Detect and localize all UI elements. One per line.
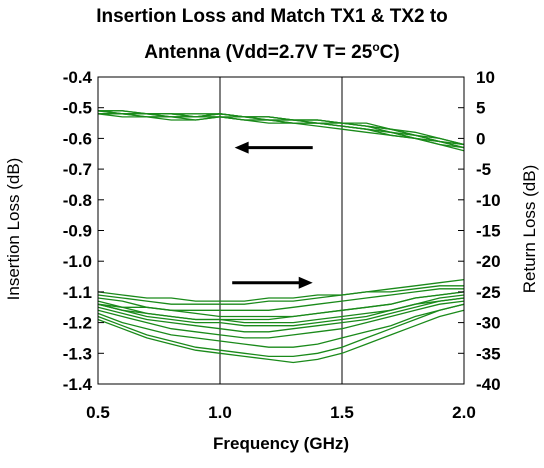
y-right-tick-label: -20 [476,252,501,271]
y-left-tick-label: -0.9 [63,222,92,241]
y-axis-right-label-text: Return Loss (dB) [520,164,539,294]
chart-title-line-2-suffix: C) [379,42,400,63]
y-right-tick-label: -10 [476,191,501,210]
tick-layer: -0.4 -0.5 -0.6 -0.7 -0.8 -0.9 -1.0 -1.1 -1.2 -1.3… [63,68,501,422]
series-layer [97,110,465,364]
return-loss-line [97,309,465,364]
y-left-tick-label: -0.6 [63,129,92,148]
return-loss-line [97,278,465,302]
x-axis-label: Frequency (GHz) [212,434,350,453]
insertion-loss-line [98,110,465,146]
y-right-tick-label: -5 [476,160,491,179]
y-left-tick-label: -0.4 [63,68,93,87]
insertion-loss-line [97,110,465,146]
y-right-tick-label: -25 [476,283,501,302]
x-tick-label: 2.0 [452,403,476,422]
return-loss-line [97,291,465,321]
x-tick-label: 1.0 [208,403,232,422]
chart-title-degree-superscript: o [372,40,380,54]
y-left-tick-label: -0.7 [63,160,92,179]
x-tick-label: 0.5 [86,403,110,422]
y-left-tick-label: -1.2 [63,314,92,333]
y-right-tick-label: -35 [476,344,501,363]
chart-title-line-1: Insertion Loss and Match TX1 & TX2 to [96,6,448,27]
y-right-tick-label: -40 [476,375,501,394]
chart-title-line-2-prefix: Antenna (Vdd=2.7V T= 25 [144,42,373,63]
insertion-loss-line [98,113,465,149]
y-left-tick-label: -1.3 [63,344,92,363]
y-right-tick-label: 5 [476,99,485,118]
return-loss-line [97,297,465,327]
y-left-tick-label: -1.1 [63,283,92,302]
arrow-head [298,276,313,289]
y-left-tick-label: -0.5 [63,99,92,118]
return-loss-line [97,291,465,318]
return-loss-line [97,303,465,348]
y-right-tick-label: -15 [476,222,501,241]
y-left-tick-label: -1.4 [63,375,93,394]
arrow-to-left-axis [234,141,313,154]
arrow-to-right-axis [232,276,313,289]
chart-title-line-2: Antenna (Vdd=2.7V T= 25oC) [0,40,544,64]
return-loss-line [97,303,465,358]
arrow-head [234,141,249,154]
x-tick-label: 1.5 [330,403,354,422]
return-loss-line [97,300,465,339]
annotation-arrows [232,141,313,289]
insertion-loss-line [97,110,465,146]
y-right-tick-label: -30 [476,314,501,333]
y-left-tick-label: -0.8 [63,191,92,210]
y-right-tick-label: 10 [476,68,495,87]
return-loss-line [97,297,465,333]
insertion-loss-line [97,113,465,152]
y-left-tick-label: -1.0 [63,252,92,271]
grid-layer [219,77,343,384]
y-axis-left-label-text: Insertion Loss (dB) [4,157,23,301]
return-loss-line [97,285,464,305]
y-right-tick-label: 0 [476,129,485,148]
